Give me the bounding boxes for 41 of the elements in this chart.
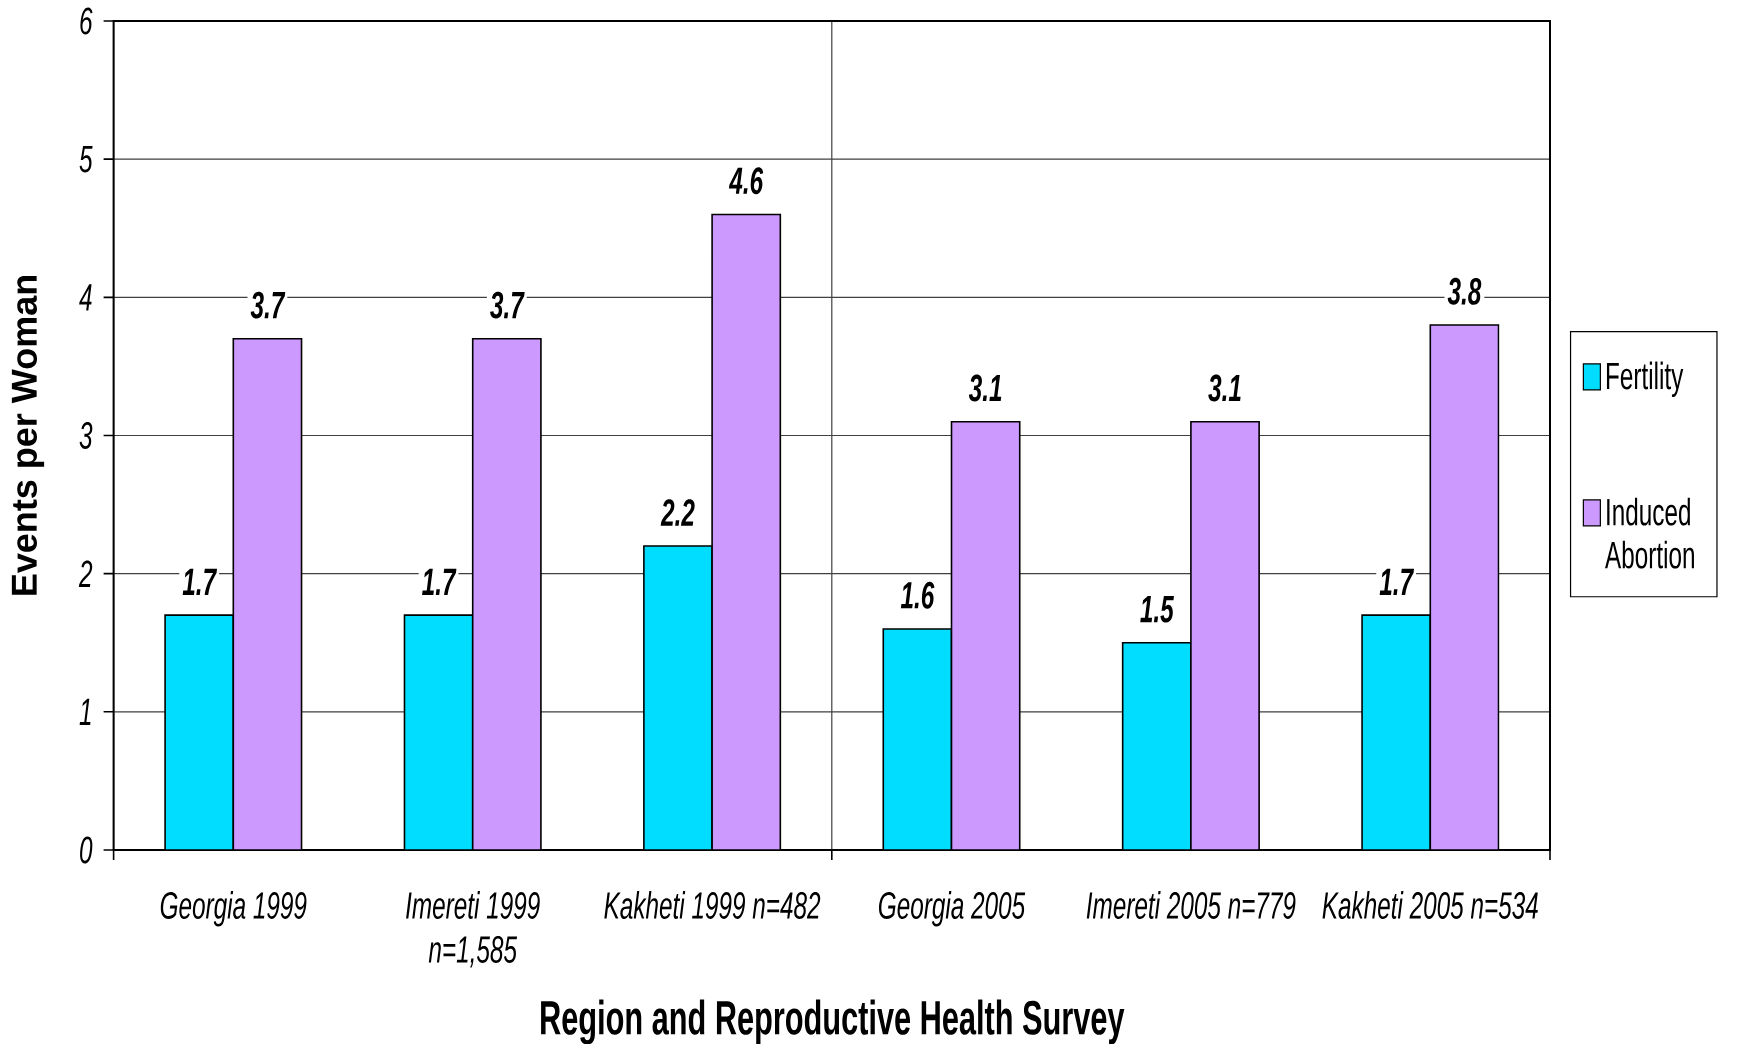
y-tick-label: 5 — [79, 145, 93, 173]
data-label: 1.7 — [1379, 568, 1415, 595]
data-label: 3.1 — [968, 374, 1002, 402]
data-label: 2.2 — [660, 499, 695, 526]
y-tick-label: 0 — [80, 836, 93, 864]
bar — [403, 614, 474, 850]
y-tick-label: 3 — [79, 422, 93, 449]
x-tick-label: Imereti 2005 n=779 — [1086, 891, 1296, 919]
data-label: 1.5 — [1140, 596, 1174, 623]
y-tick-label: 4 — [79, 284, 92, 311]
data-label: 1.7 — [422, 568, 457, 595]
data-label: 3.1 — [1208, 374, 1241, 402]
x-axis-title: Region and Reproductive Health Survey — [541, 999, 1125, 1044]
x-tick-label: Georgia 2005 — [879, 891, 1026, 927]
x-tick-label: Kakheti 1999 n=482 — [604, 891, 821, 919]
x-tick-label: Imereti 1999 n=1,585 — [406, 891, 540, 968]
bar — [711, 213, 782, 850]
data-label: 3.7 — [490, 291, 525, 319]
bar — [1121, 641, 1192, 850]
y-axis-title: Events per Woman — [11, 276, 45, 595]
x-tick-label: Kakheti 2005 n=534 — [1322, 891, 1538, 919]
data-label: 3.7 — [250, 291, 286, 319]
bar — [1190, 420, 1260, 850]
y-tick-label: 6 — [80, 7, 93, 35]
data-label: 3.8 — [1447, 277, 1482, 305]
bar — [1361, 614, 1432, 850]
y-tick-label: 1 — [79, 698, 91, 725]
bar — [471, 337, 542, 850]
bar — [950, 420, 1021, 850]
bar — [164, 614, 235, 850]
legend-label: Fertility — [1606, 361, 1684, 397]
data-label: 1.6 — [900, 581, 935, 609]
x-tick-label: Georgia 1999 — [160, 891, 307, 927]
bar — [882, 628, 953, 850]
legend-label: Induced Abortion — [1605, 497, 1694, 569]
bar — [232, 337, 303, 850]
bar — [643, 545, 713, 850]
bar — [1429, 324, 1500, 850]
y-tick-label: 2 — [78, 560, 93, 587]
data-label: 1.7 — [182, 568, 218, 595]
data-label: 4.6 — [728, 167, 764, 195]
